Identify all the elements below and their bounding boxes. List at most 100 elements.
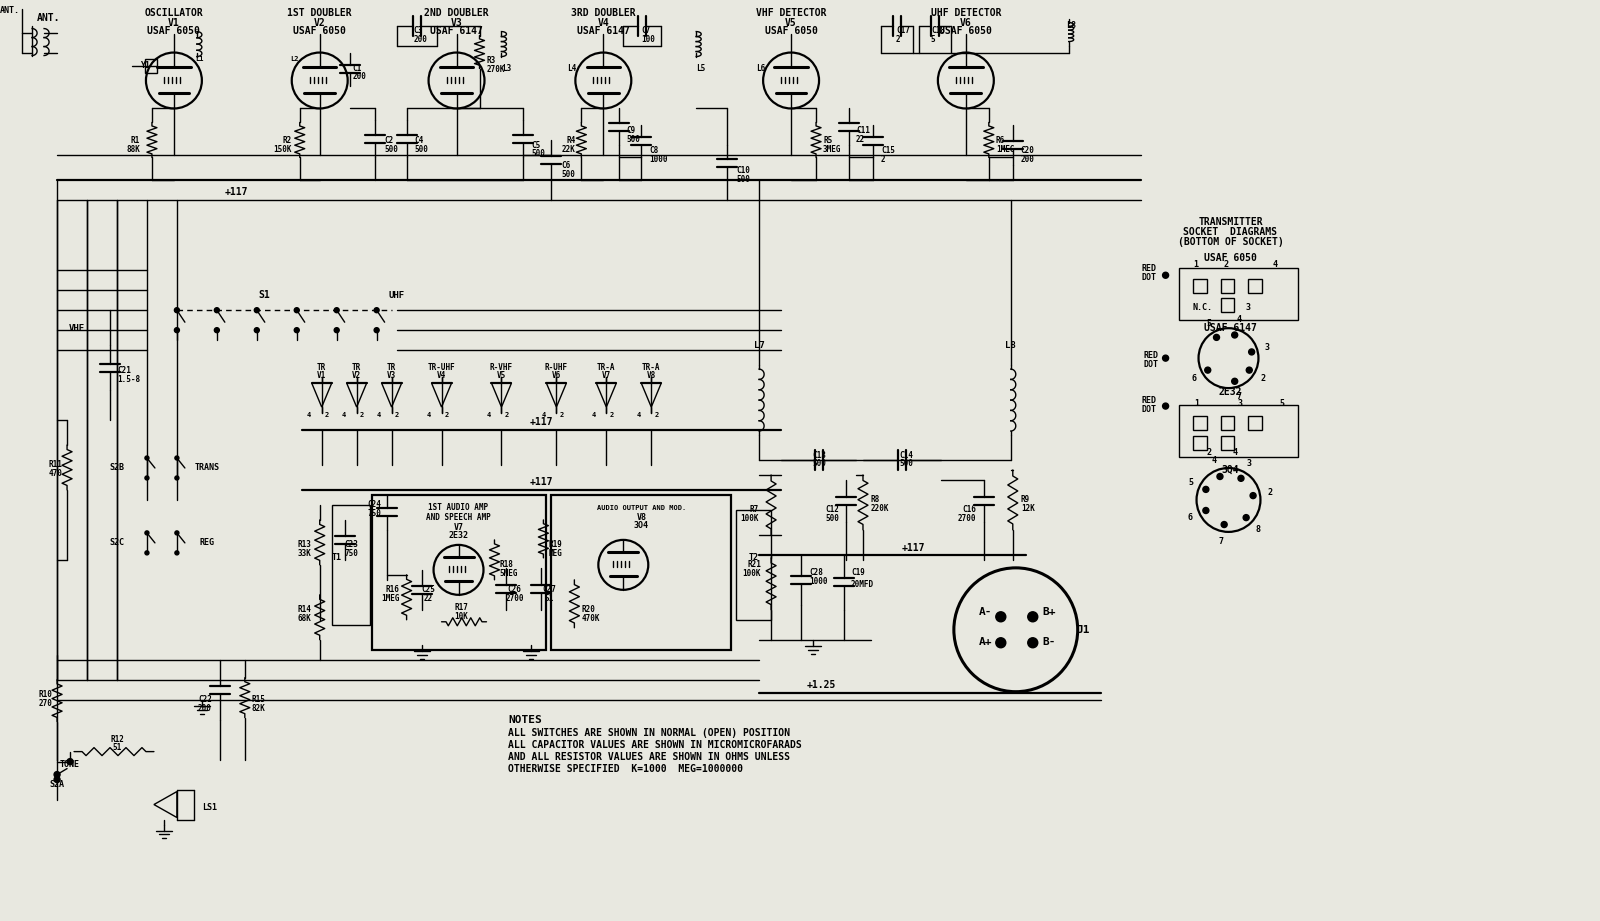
Text: (BOTTOM OF SOCKET): (BOTTOM OF SOCKET) xyxy=(1178,238,1283,248)
Text: +117: +117 xyxy=(530,477,554,487)
Text: R9: R9 xyxy=(1021,495,1030,505)
Text: 2: 2 xyxy=(360,412,363,418)
Text: UHF: UHF xyxy=(389,291,405,299)
Text: V6: V6 xyxy=(960,17,971,28)
Circle shape xyxy=(294,308,299,313)
Text: 12K: 12K xyxy=(1021,505,1035,513)
Text: 500: 500 xyxy=(899,460,914,469)
Text: R1: R1 xyxy=(131,136,139,145)
Text: 2: 2 xyxy=(654,412,658,418)
Text: 500: 500 xyxy=(626,135,640,144)
Text: TRANS: TRANS xyxy=(194,463,219,472)
Text: C9: C9 xyxy=(626,126,635,135)
Text: T2: T2 xyxy=(749,554,758,563)
Bar xyxy=(1192,416,1206,430)
Text: MEG: MEG xyxy=(549,549,562,558)
Circle shape xyxy=(1163,273,1168,278)
Text: TR: TR xyxy=(387,363,397,372)
Text: TRANSMITTER: TRANSMITTER xyxy=(1198,217,1262,227)
Circle shape xyxy=(146,551,149,554)
Bar xyxy=(1192,279,1206,293)
Text: 2: 2 xyxy=(560,412,563,418)
Text: 4: 4 xyxy=(486,412,491,418)
Text: USAF 6050: USAF 6050 xyxy=(939,26,992,36)
Text: 2E32: 2E32 xyxy=(448,531,469,541)
Text: C5: C5 xyxy=(531,141,541,150)
Text: S2B: S2B xyxy=(109,463,125,472)
Text: 4: 4 xyxy=(307,412,310,418)
Bar xyxy=(1192,436,1206,450)
Circle shape xyxy=(1218,473,1222,480)
Circle shape xyxy=(67,759,74,764)
Circle shape xyxy=(1246,367,1253,373)
Text: UHF DETECTOR: UHF DETECTOR xyxy=(931,7,1002,17)
Text: 22: 22 xyxy=(856,135,866,144)
Circle shape xyxy=(54,776,61,783)
Text: L7: L7 xyxy=(754,341,765,350)
Circle shape xyxy=(1213,334,1219,341)
Text: 4: 4 xyxy=(1274,260,1278,269)
Text: L4: L4 xyxy=(566,64,576,73)
Text: RED: RED xyxy=(1141,396,1157,404)
Circle shape xyxy=(294,328,299,332)
Text: RED: RED xyxy=(1142,351,1158,359)
Text: 1: 1 xyxy=(1194,399,1198,408)
Text: 500: 500 xyxy=(384,145,398,154)
Circle shape xyxy=(146,456,149,460)
Text: AUDIO OUTPUT AND MOD.: AUDIO OUTPUT AND MOD. xyxy=(597,505,686,511)
Text: 3Q4: 3Q4 xyxy=(1222,465,1240,475)
Circle shape xyxy=(1205,367,1211,373)
Text: TR: TR xyxy=(317,363,326,372)
Text: 4: 4 xyxy=(1237,315,1242,324)
Circle shape xyxy=(995,612,1006,622)
Text: V6: V6 xyxy=(552,370,562,379)
Text: TR: TR xyxy=(352,363,362,372)
Bar xyxy=(1221,416,1235,430)
Text: 4: 4 xyxy=(1211,456,1216,465)
Text: 3MEG: 3MEG xyxy=(822,145,842,154)
Text: 2: 2 xyxy=(504,412,509,418)
Text: C28: C28 xyxy=(810,568,822,577)
Text: USAF 6147: USAF 6147 xyxy=(1205,323,1258,333)
Text: 2: 2 xyxy=(1206,448,1211,457)
Text: 82K: 82K xyxy=(251,705,266,713)
Bar xyxy=(1221,298,1235,312)
Text: C26: C26 xyxy=(507,586,522,594)
Text: 1.5-8: 1.5-8 xyxy=(117,375,141,384)
Text: 6: 6 xyxy=(1192,374,1197,382)
Text: R-VHF: R-VHF xyxy=(490,363,514,372)
Text: 1000: 1000 xyxy=(650,155,667,164)
Bar xyxy=(1248,416,1262,430)
Text: 22: 22 xyxy=(424,594,434,603)
Text: 1ST AUDIO AMP: 1ST AUDIO AMP xyxy=(429,504,488,512)
Text: 68K: 68K xyxy=(298,614,312,624)
Text: USAF 6050: USAF 6050 xyxy=(1205,253,1258,263)
Text: RED: RED xyxy=(1141,263,1157,273)
Text: 220K: 220K xyxy=(870,505,890,513)
Text: 4: 4 xyxy=(1234,448,1238,457)
Circle shape xyxy=(1027,637,1038,647)
Text: A-: A- xyxy=(979,607,992,617)
Text: 1ST DOUBLER: 1ST DOUBLER xyxy=(288,7,352,17)
Bar xyxy=(1221,279,1235,293)
Text: C6: C6 xyxy=(562,161,571,169)
Text: L6: L6 xyxy=(757,64,766,73)
Text: Y1: Y1 xyxy=(139,61,150,70)
Text: 22K: 22K xyxy=(562,145,576,154)
Circle shape xyxy=(174,456,179,460)
Text: L8: L8 xyxy=(1066,21,1075,30)
Text: VHF DETECTOR: VHF DETECTOR xyxy=(755,7,826,17)
Text: R15: R15 xyxy=(251,695,266,705)
Text: ALL SWITCHES ARE SHOWN IN NORMAL (OPEN) POSITION: ALL SWITCHES ARE SHOWN IN NORMAL (OPEN) … xyxy=(509,728,790,738)
Text: 470K: 470K xyxy=(581,614,600,624)
Text: V4: V4 xyxy=(437,370,446,379)
Text: 500: 500 xyxy=(826,515,838,523)
Text: C19: C19 xyxy=(851,568,866,577)
Text: 100K: 100K xyxy=(742,569,762,578)
Text: AND SPEECH AMP: AND SPEECH AMP xyxy=(426,513,491,522)
Text: C21: C21 xyxy=(117,366,131,375)
Text: V5: V5 xyxy=(786,17,797,28)
Circle shape xyxy=(174,308,179,313)
Text: 200: 200 xyxy=(198,705,211,713)
Text: V2: V2 xyxy=(314,17,325,28)
